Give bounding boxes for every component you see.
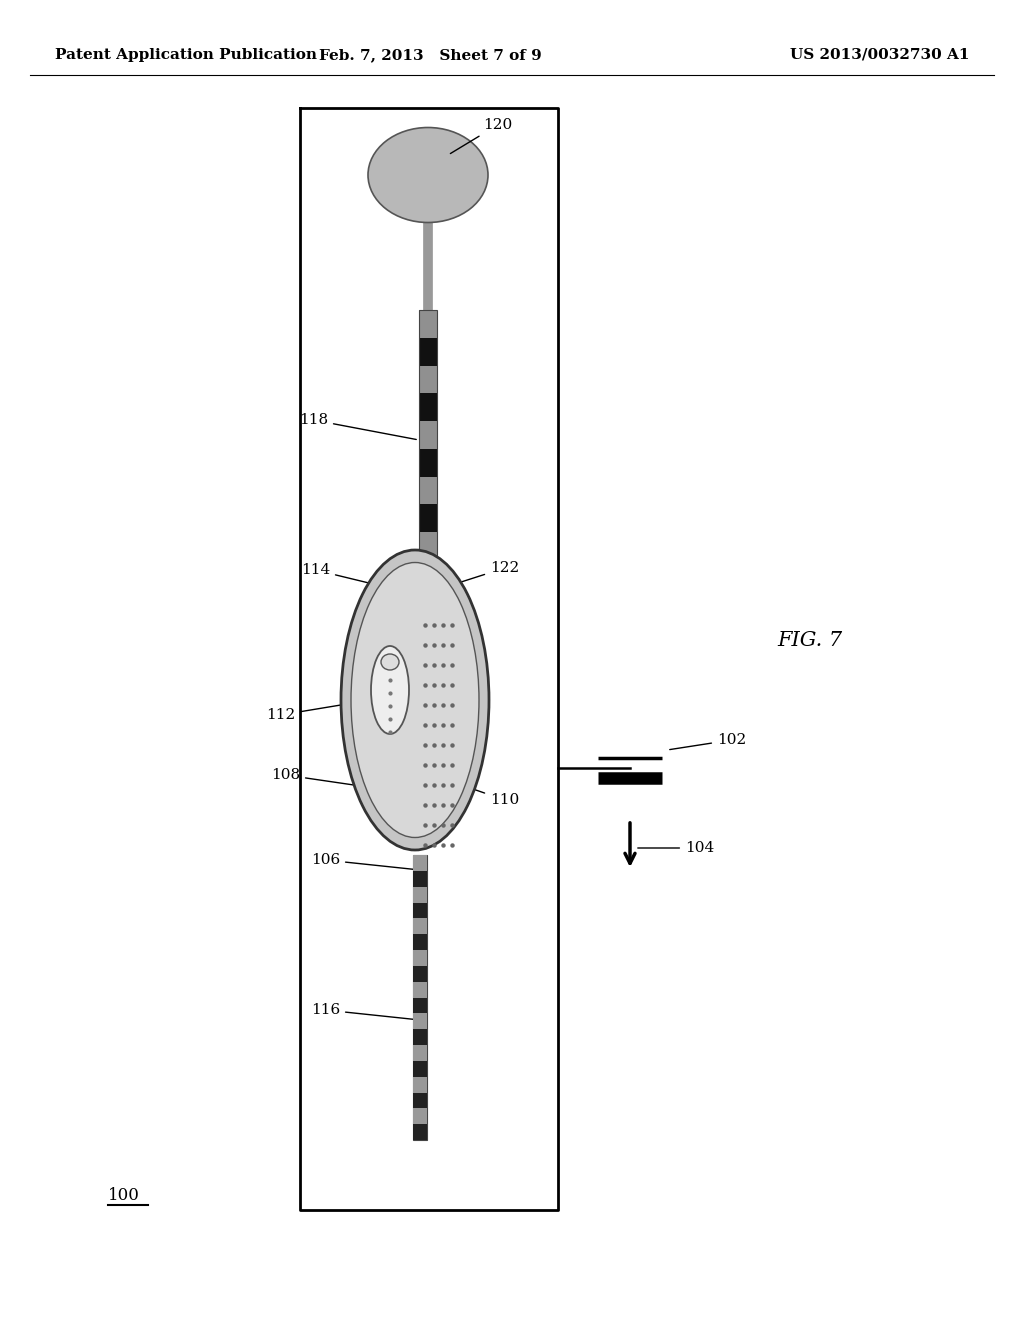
Bar [413,1109,427,1125]
Bar [413,966,427,982]
Bar [413,871,427,887]
Bar [413,1077,427,1093]
Text: 122: 122 [433,561,519,591]
Text: 120: 120 [451,117,512,153]
Bar [413,855,427,871]
Text: 100: 100 [108,1187,140,1204]
Bar [419,477,437,504]
Bar [419,393,437,421]
Bar [419,421,437,449]
Bar [413,998,427,1014]
Text: FIG. 7: FIG. 7 [777,631,843,649]
Bar [413,1093,427,1109]
Ellipse shape [381,653,399,671]
Bar [413,1030,427,1045]
Bar [419,504,437,532]
Bar [419,366,437,393]
Text: 104: 104 [638,841,715,855]
Text: Patent Application Publication: Patent Application Publication [55,48,317,62]
Text: Feb. 7, 2013   Sheet 7 of 9: Feb. 7, 2013 Sheet 7 of 9 [318,48,542,62]
Bar [413,1125,427,1140]
Text: 114: 114 [301,564,403,591]
Text: 106: 106 [310,853,417,870]
Bar [413,950,427,966]
Ellipse shape [351,562,479,837]
Text: 112: 112 [266,701,369,722]
Text: 110: 110 [450,781,519,807]
Bar [413,1014,427,1030]
Text: 102: 102 [670,733,746,750]
Text: 118: 118 [299,413,417,440]
Bar [413,1061,427,1077]
Bar [419,338,437,366]
Bar [419,532,437,560]
Text: US 2013/0032730 A1: US 2013/0032730 A1 [790,48,970,62]
Text: 116: 116 [310,1003,417,1020]
Bar [413,982,427,998]
Bar [413,903,427,919]
Ellipse shape [368,128,488,223]
Ellipse shape [371,645,409,734]
Bar [419,310,437,560]
Bar [413,1045,427,1061]
Bar [419,449,437,477]
Bar [419,310,437,560]
Bar [413,887,427,903]
Bar [413,935,427,950]
Ellipse shape [341,550,489,850]
Bar [419,310,437,338]
Bar [413,855,427,1140]
Text: 108: 108 [271,768,385,789]
Bar [413,919,427,935]
